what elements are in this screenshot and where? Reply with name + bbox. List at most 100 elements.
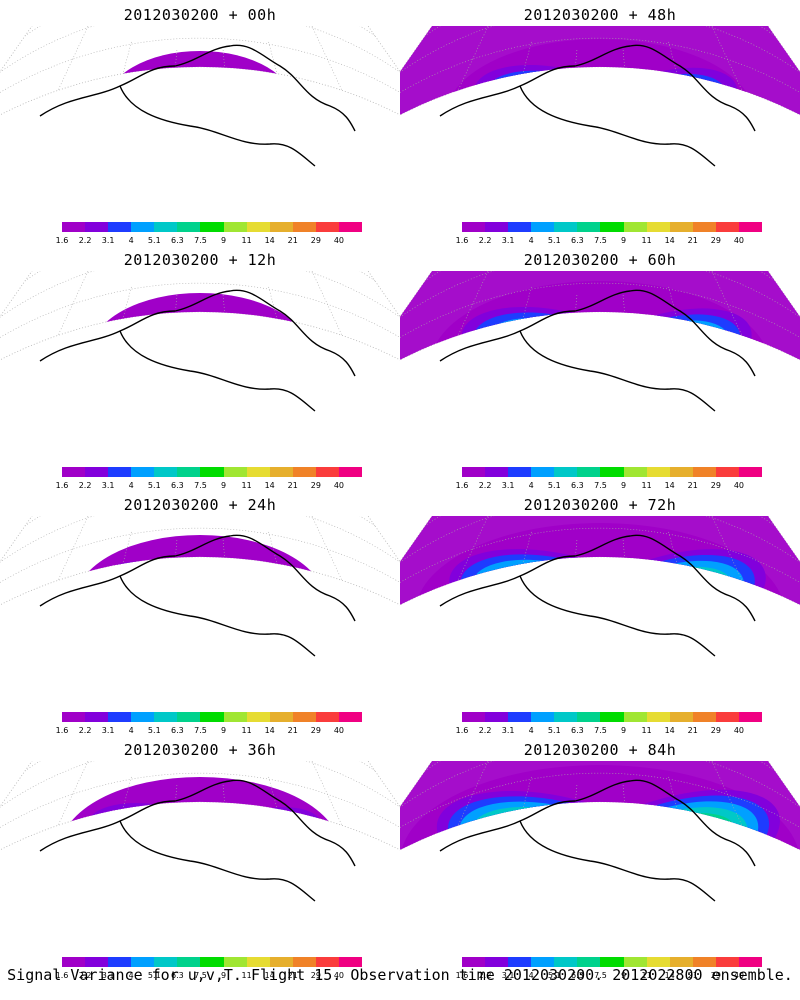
- colorbar-segment: [531, 957, 555, 967]
- colorbar-tick-label: 3.1: [101, 236, 115, 245]
- colorbar-tick-label: 6.3: [171, 236, 184, 245]
- colorbar-tick-label: 11: [241, 971, 252, 980]
- coastline: [39, 44, 356, 167]
- coastline: [439, 44, 756, 167]
- figure-caption: Signal Variance for u,v,T. Flight 15. Ob…: [7, 966, 793, 984]
- colorbar-segment: [338, 712, 363, 722]
- colorbar-tick-label: 1.6: [55, 236, 69, 245]
- colorbar-segment: [531, 222, 555, 232]
- colorbar-segment: [485, 222, 509, 232]
- panel-title: 2012030200 + 72h: [523, 496, 677, 514]
- colorbar-tick-label: 29: [310, 726, 321, 735]
- colorbar-segment: [554, 467, 578, 477]
- colorbar-tick-label: 11: [241, 481, 252, 490]
- colorbar-segment: [485, 467, 509, 477]
- colorbar-tick-label: 14: [264, 236, 275, 245]
- colorbar-tick-label: 3.1: [101, 726, 115, 735]
- colorbar-segment: [646, 222, 670, 232]
- colorbar-segment: [600, 467, 624, 477]
- colorbar-segment: [692, 222, 716, 232]
- colorbar-tick-label: 9: [620, 971, 627, 980]
- map-panel: 2012030200 + 00h 1.6 2.2 3.1 4 5.1 6.3 7.5 9 11 14…: [0, 0, 400, 245]
- colorbar-segment: [669, 957, 693, 967]
- colorbar-segment: [223, 957, 247, 967]
- colorbar-segment: [623, 467, 647, 477]
- variance-field: [60, 777, 340, 882]
- colorbar-ticks: 1.6 2.2 3.1 4 5.1 6.3 7.5 9 11 14 21 29 40: [456, 481, 762, 491]
- colorbar-segment: [131, 712, 155, 722]
- colorbar-tick-label: 7.5: [194, 726, 207, 735]
- colorbar-tick-label: 2.2: [78, 726, 92, 735]
- colorbar-tick-label: 6.3: [571, 971, 584, 980]
- colorbar-tick-label: 21: [687, 236, 698, 245]
- colorbar-segment: [462, 957, 486, 967]
- colorbar-segment: [292, 957, 316, 967]
- colorbar-tick-label: 5.1: [147, 481, 161, 490]
- colorbar-segment: [154, 467, 178, 477]
- colorbar-tick-label: 3.1: [101, 481, 115, 490]
- map-plot: [0, 26, 400, 167]
- colorbar-tick-label: 3.1: [501, 726, 515, 735]
- variance-field: [75, 535, 325, 637]
- colorbar-segment: [246, 467, 270, 477]
- colorbar-tick-label: 29: [710, 726, 721, 735]
- colorbar-segment: [315, 957, 339, 967]
- colorbar-segment: [200, 467, 224, 477]
- colorbar-tick-label: 40: [733, 726, 745, 735]
- colorbar-tick-label: 7.5: [594, 236, 607, 245]
- coastline: [439, 779, 756, 902]
- panel-title: 2012030200 + 84h: [523, 741, 677, 759]
- colorbar-tick-label: 11: [241, 726, 252, 735]
- colorbar-tick-label: 1.6: [55, 971, 69, 980]
- colorbar-tick-label: 1.6: [455, 236, 469, 245]
- map-plot: [0, 516, 400, 657]
- colorbar-tick-label: 9: [620, 726, 627, 735]
- colorbar-tick-label: 2.2: [78, 236, 92, 245]
- colorbar-tick-label: 4: [528, 481, 534, 490]
- colorbar-tick-label: 2.2: [78, 481, 92, 490]
- colorbar-tick-label: 40: [333, 481, 345, 490]
- colorbar-tick-label: 2.2: [478, 481, 492, 490]
- colorbar-segment: [554, 957, 578, 967]
- colorbar-segment: [177, 467, 201, 477]
- colorbar-segment: [269, 467, 293, 477]
- colorbar-segment: [623, 957, 647, 967]
- colorbar-tick-label: 6.3: [571, 236, 584, 245]
- colorbar-segment: [646, 467, 670, 477]
- colorbar-tick-label: 5.1: [547, 481, 561, 490]
- colorbar-tick-label: 7.5: [194, 236, 207, 245]
- colorbar-tick-label: 29: [710, 236, 721, 245]
- colorbar-segment: [669, 712, 693, 722]
- colorbar-segment: [600, 957, 624, 967]
- colorbar-segment: [738, 712, 763, 722]
- domain-boundary: [0, 516, 400, 606]
- colorbar-segment: [600, 222, 624, 232]
- colorbar-tick-label: 4: [128, 971, 134, 980]
- colorbar-tick-label: 5.1: [147, 726, 161, 735]
- domain-boundary: [400, 271, 800, 361]
- colorbar-segment: [692, 467, 716, 477]
- domain-boundary: [0, 26, 400, 116]
- colorbar-tick-label: 4: [128, 726, 134, 735]
- colorbar-segment: [738, 222, 763, 232]
- colorbar-segment: [462, 222, 486, 232]
- colorbar-segment: [108, 467, 132, 477]
- map-plot: [400, 271, 800, 412]
- coastline: [39, 534, 356, 657]
- colorbar-tick-label: 1.6: [455, 481, 469, 490]
- colorbar-tick-label: 11: [641, 236, 652, 245]
- colorbar-tick-label: 3.1: [501, 971, 515, 980]
- colorbar-segment: [108, 957, 132, 967]
- colorbar-tick-label: 14: [264, 726, 275, 735]
- colorbar-segment: [108, 222, 132, 232]
- colorbar-segment: [462, 712, 486, 722]
- panel-title: 2012030200 + 12h: [123, 251, 277, 269]
- variance-field: [90, 293, 310, 392]
- map-panel: 2012030200 + 36h 1.6 2.2 3.1 4 5.1 6.3 7.5 9 11 14…: [0, 735, 400, 980]
- colorbar-tick-label: 29: [310, 236, 321, 245]
- colorbar-segment: [508, 222, 532, 232]
- colorbar-tick-label: 14: [264, 481, 275, 490]
- colorbar-tick-label: 9: [220, 481, 227, 490]
- colorbar: [462, 467, 763, 477]
- colorbar-tick-label: 40: [333, 236, 345, 245]
